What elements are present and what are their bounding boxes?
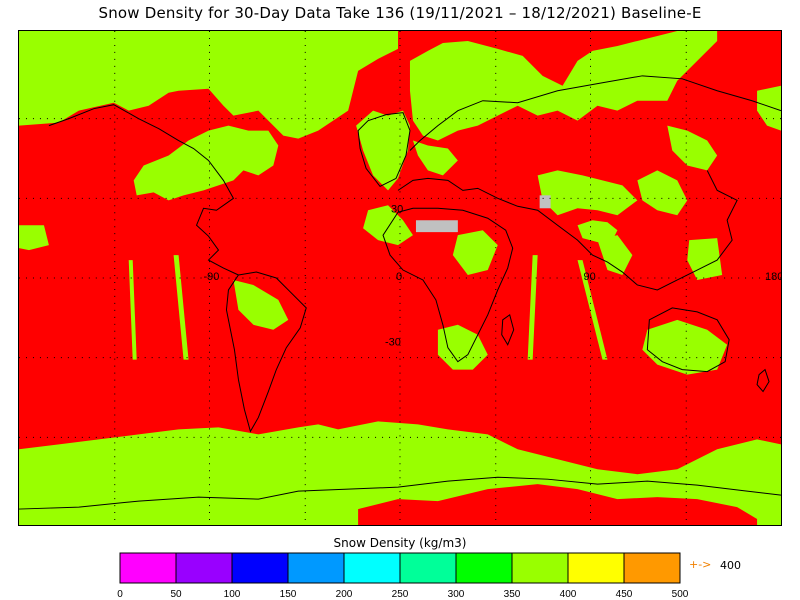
colorbar-tick-label: 350 (504, 589, 521, 600)
antarctica-interior (358, 484, 758, 525)
colorbar-swatch-9 (623, 552, 681, 584)
map-title: Snow Density for 30-Day Data Take 136 (1… (98, 4, 702, 22)
colorbar: 0 50 100 150 200 250 300 350 400 450 500 (117, 552, 689, 600)
colorbar-swatch-4 (343, 552, 401, 584)
southern-africa-snow (437, 324, 488, 370)
greenland-coast (357, 112, 411, 187)
india-snow-patch (597, 235, 633, 276)
snow-density-map: -90 0 90 180 30 -30 (18, 30, 782, 526)
overflow-arrow-icon: +-> (689, 558, 712, 571)
colorbar-swatch-2 (231, 552, 289, 584)
eurasia-north-snow (409, 31, 718, 141)
se-asia-snow (687, 238, 723, 280)
lat-label-30s: -30 (385, 337, 401, 349)
colorbar-swatch-8 (567, 552, 625, 584)
stripe-4 (577, 260, 608, 360)
kamchatka-snow (667, 125, 718, 171)
eurasia-coast (409, 75, 781, 151)
australia-snow (642, 319, 728, 375)
east-asia-snow (637, 170, 688, 216)
south-america-coast (225, 271, 307, 433)
greenland-snow (356, 110, 410, 191)
colorbar-tick-label: 50 (170, 589, 182, 600)
lat-label-30n: 30 (391, 203, 403, 215)
north-america-coast (48, 104, 239, 276)
colorbar-tick-label: 150 (280, 589, 297, 600)
graticule-labels: -90 0 90 180 30 -30 (204, 203, 782, 349)
colorbar-tick-label: 250 (392, 589, 409, 600)
colorbar-tick-label: 200 (336, 589, 353, 600)
colorbar-swatch-5 (399, 552, 457, 584)
stripe-1 (128, 260, 137, 360)
graticule (19, 31, 781, 525)
new-zealand-coast (756, 368, 770, 393)
lon-label-180: 180 (765, 271, 782, 283)
tibet-snow (577, 220, 618, 243)
alaska-east-snow (757, 85, 781, 131)
colorbar-tick-label: 300 (448, 589, 465, 600)
colorbar-swatch-0 (119, 552, 177, 584)
sahara-no-data (415, 220, 458, 233)
australia-coast (646, 307, 730, 373)
colorbar-swatch-1 (175, 552, 233, 584)
stripe-2 (173, 255, 189, 360)
colorbar-tick-label: 450 (616, 589, 633, 600)
colorbar-tick-label: 400 (560, 589, 577, 600)
lon-label-0: 0 (396, 271, 402, 283)
scandinavia-snow (412, 140, 458, 176)
colorbar-swatch-3 (287, 552, 345, 584)
colorbar-tick-label: 0 (117, 589, 123, 600)
overflow-value: 400 (720, 559, 741, 572)
europe-south-coast (397, 170, 738, 291)
arctic-north-america-snow (19, 31, 399, 139)
lon-label-90e: 90 (584, 271, 596, 283)
africa-west-snow (363, 205, 413, 246)
africa-east-snow (452, 230, 498, 276)
madagascar-coast (501, 314, 515, 346)
no-data-regions (415, 195, 551, 233)
colorbar-label: Snow Density (kg/m3) (333, 536, 467, 550)
colorbar-tick-label: 100 (224, 589, 241, 600)
coastlines (19, 75, 781, 510)
central-canada-snow (133, 125, 279, 201)
central-asia-snow (537, 170, 638, 216)
lon-label-90w: -90 (204, 271, 220, 283)
colorbar-swatch-6 (455, 552, 513, 584)
colorbar-tick-label: 500 (672, 589, 689, 600)
colorbar-swatches (119, 552, 681, 584)
colorbar-swatch-7 (511, 552, 569, 584)
south-america-snow (233, 279, 289, 330)
antarctica-coast (19, 476, 781, 510)
arabia-no-data (539, 195, 551, 209)
africa-coast (382, 207, 514, 363)
colorbar-ticks: 0 50 100 150 200 250 300 350 400 450 500 (117, 589, 689, 600)
central-america-snow (19, 225, 49, 251)
stripe-3 (527, 255, 538, 360)
